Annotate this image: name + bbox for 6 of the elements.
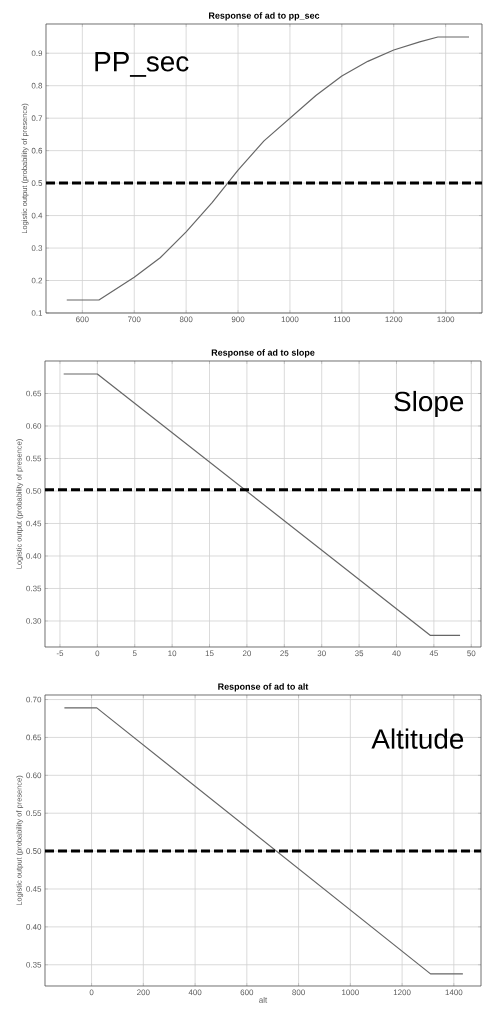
chart-title: Response of ad to pp_sec bbox=[209, 12, 320, 21]
chart-title: Response of ad to slope bbox=[211, 349, 315, 358]
annotation: Altitude bbox=[371, 728, 464, 749]
annotation: PP_sec bbox=[95, 52, 189, 77]
chart-title: Response of ad to alt bbox=[218, 683, 309, 692]
annotation: Slope bbox=[394, 390, 464, 417]
